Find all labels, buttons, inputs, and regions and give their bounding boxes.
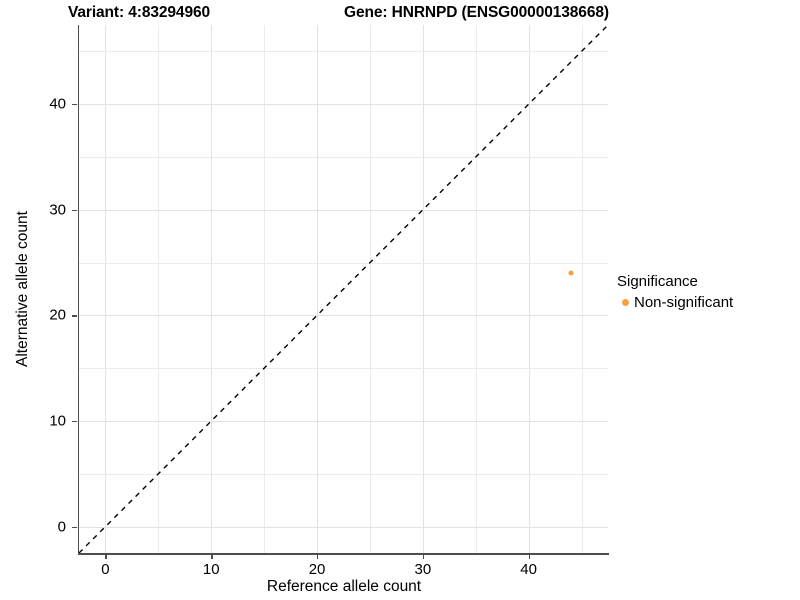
x-axis-tick	[105, 554, 107, 559]
gridline-vertical	[211, 25, 213, 553]
y-axis-tick	[72, 209, 77, 212]
data-point[interactable]	[568, 270, 574, 276]
y-axis-tick-label: 10	[49, 412, 66, 430]
x-axis-tick	[211, 554, 213, 559]
gridline-vertical	[317, 25, 319, 553]
gridline-horizontal	[79, 473, 608, 475]
y-axis-tick-label: 30	[49, 201, 66, 219]
gridline-vertical	[105, 25, 107, 553]
variant-title: Variant: 4:83294960	[68, 4, 211, 21]
gridline-horizontal	[79, 157, 608, 158]
y-axis-tick-label: 0	[57, 518, 66, 536]
y-axis-tick-label: 20	[49, 306, 66, 324]
x-axis-tick-label: 20	[308, 561, 326, 578]
gene-title: Gene: HNRNPD (ENSG00000138668)	[344, 4, 609, 21]
y-axis-tick	[72, 315, 77, 317]
identity-reference-line	[78, 24, 609, 554]
y-axis-tick	[72, 526, 77, 528]
gridline-vertical	[475, 25, 477, 553]
y-axis-title: Alternative allele count	[12, 0, 34, 578]
legend: Significance Non-significant	[617, 272, 733, 312]
gridline-horizontal	[79, 104, 608, 106]
x-axis-tick	[317, 554, 319, 559]
chart-title-row: Variant: 4:83294960 Gene: HNRNPD (ENSG00…	[0, 0, 800, 28]
circle-icon	[617, 299, 634, 306]
x-axis-line	[78, 553, 609, 555]
gridline-horizontal	[79, 209, 608, 211]
gridline-vertical	[369, 25, 371, 553]
y-axis-title-text: Alternative allele count	[14, 211, 31, 367]
gridline-horizontal	[79, 262, 608, 264]
x-axis-tick-label: 30	[414, 561, 432, 578]
x-axis-title: Reference allele count	[266, 578, 422, 595]
x-axis-tick-label: 0	[101, 561, 110, 578]
gridline-vertical	[581, 25, 583, 553]
gridline-horizontal	[79, 526, 608, 528]
gridline-vertical	[264, 25, 266, 553]
gridline-horizontal	[79, 51, 608, 53]
x-axis-tick	[528, 554, 530, 559]
y-axis-tick	[72, 104, 77, 106]
x-axis-tick-label: 10	[202, 561, 220, 578]
gridline-vertical	[422, 25, 424, 553]
gridline-vertical	[528, 25, 530, 553]
gridline-vertical	[158, 25, 160, 553]
x-axis-tick	[422, 554, 425, 559]
legend-title: Significance	[617, 273, 698, 290]
gridline-horizontal	[79, 368, 608, 370]
y-axis-tick	[72, 421, 77, 423]
legend-marker-dot	[622, 299, 629, 306]
gridline-horizontal	[79, 421, 608, 422]
x-axis-tick-label: 40	[520, 561, 537, 578]
y-axis-tick-label: 40	[49, 95, 66, 113]
plot-panel	[78, 24, 609, 554]
legend-item[interactable]: Non-significant	[617, 293, 733, 312]
legend-item-label: Non-significant	[634, 294, 734, 311]
y-axis-line	[77, 25, 80, 554]
legend-items: Non-significant	[617, 293, 733, 312]
gridline-horizontal	[79, 315, 608, 317]
